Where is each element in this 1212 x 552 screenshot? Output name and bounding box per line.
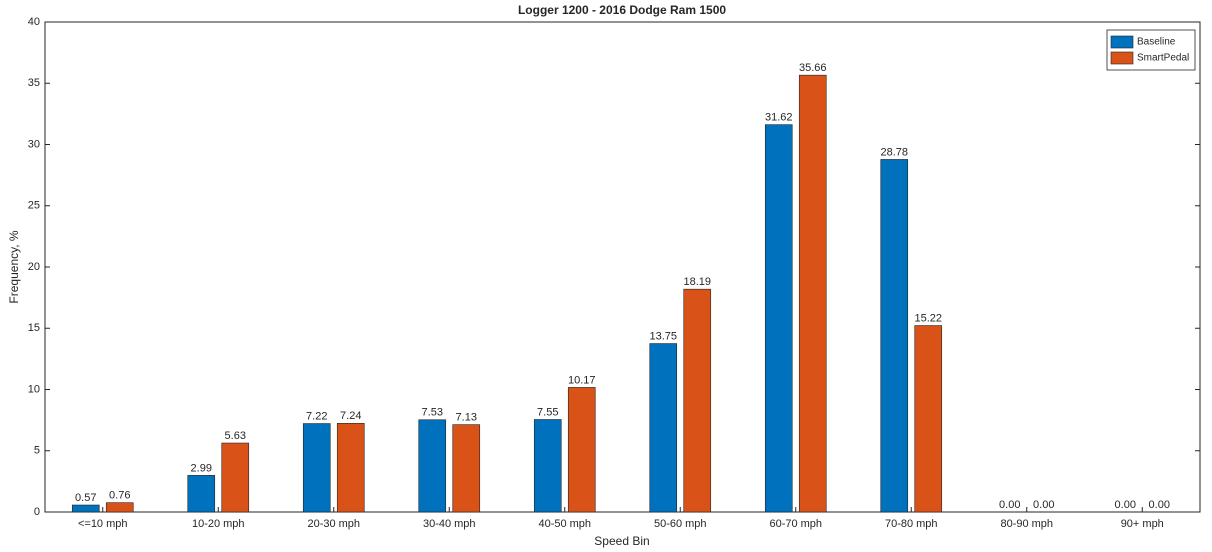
bar [683,288,712,513]
value-label: 7.53 [422,407,443,419]
value-label: 13.75 [649,330,677,342]
value-label: 7.24 [340,410,361,422]
value-label: 0.00 [999,499,1020,511]
bar [418,419,447,513]
x-tick-label: 90+ mph [1121,518,1164,530]
bar [336,423,365,513]
bar [452,424,481,513]
x-tick-label: 40-50 mph [538,518,591,530]
legend-label: Baseline [1137,37,1176,48]
bar [533,419,562,513]
legend-swatch [1110,35,1134,49]
y-tick-label: 10 [28,383,40,395]
value-label: 0.57 [75,492,96,504]
bar [764,124,793,513]
bar [914,325,943,513]
bar [71,504,100,513]
value-label: 10.17 [568,374,596,386]
y-tick-label: 5 [34,445,40,457]
x-tick-label: 70-80 mph [885,518,938,530]
legend-label: SmartPedal [1137,53,1189,64]
value-label: 7.22 [306,410,327,422]
value-label: 2.99 [191,462,212,474]
bar [880,159,909,513]
value-label: 0.00 [1149,499,1170,511]
x-tick-label: <=10 mph [78,518,128,530]
bar [302,423,331,513]
x-tick-label: 20-30 mph [307,518,360,530]
value-label: 28.78 [880,146,908,158]
value-label: 7.55 [537,406,558,418]
x-tick-label: 80-90 mph [1000,518,1053,530]
bar [105,502,134,513]
bar [567,387,596,513]
value-label: 7.13 [456,412,477,424]
x-tick-label: 50-60 mph [654,518,707,530]
value-label: 0.76 [109,490,130,502]
x-tick-label: 60-70 mph [769,518,822,530]
y-axis-label: Frequency, % [7,230,21,303]
value-label: 31.62 [765,112,793,124]
y-tick-label: 25 [28,200,40,212]
y-tick-label: 30 [28,138,40,150]
y-tick-label: 40 [28,16,40,28]
value-label: 5.63 [225,430,246,442]
x-tick-label: 30-40 mph [423,518,476,530]
value-label: 35.66 [799,62,827,74]
y-tick-label: 35 [28,77,40,89]
value-label: 0.00 [1033,499,1054,511]
bar [187,475,216,513]
x-tick-label: 10-20 mph [192,518,245,530]
bar [221,442,250,513]
value-label: 0.00 [1115,499,1136,511]
bar [798,74,827,513]
legend-swatch [1110,51,1134,65]
y-tick-label: 0 [34,506,40,518]
bar [649,343,678,513]
y-tick-label: 20 [28,261,40,273]
value-label: 15.22 [914,312,942,324]
y-tick-label: 15 [28,322,40,334]
chart-title: Logger 1200 - 2016 Dodge Ram 1500 [518,3,726,17]
x-axis-label: Speed Bin [594,534,649,548]
value-label: 18.19 [683,276,711,288]
